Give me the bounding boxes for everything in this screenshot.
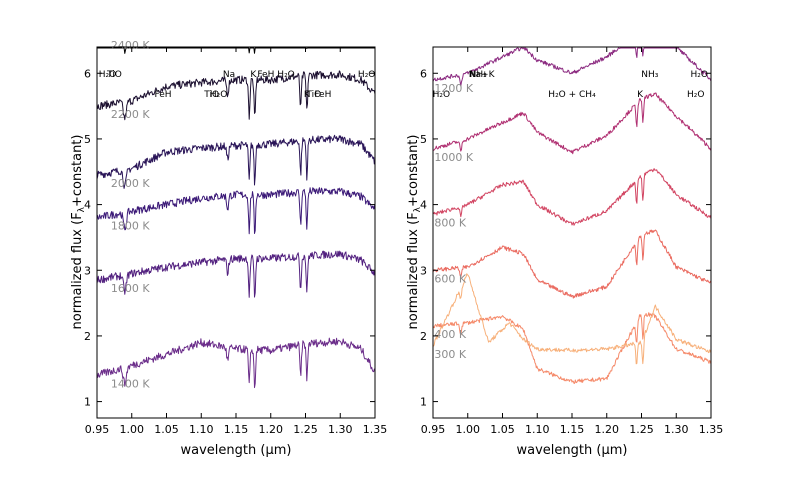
annotation-label: H₂O: [99, 70, 116, 80]
right-y-axis-title: normalized flux (Fλ+constant): [406, 135, 423, 330]
y-tick-label: 4: [84, 199, 91, 212]
x-tick-label: 0.95: [85, 423, 110, 436]
annotation-label: H₂O: [687, 90, 704, 100]
series-label: 400 K: [434, 328, 466, 341]
x-tick-label: 1.10: [525, 423, 550, 436]
x-tick-label: 1.15: [224, 423, 249, 436]
series-label: 2400 K: [111, 39, 150, 52]
x-tick-label: 1.05: [490, 423, 515, 436]
annotation-label: NH₃: [470, 70, 488, 80]
left-y-axis-title: normalized flux (Fλ+constant): [70, 135, 87, 330]
annotation-label: FeH: [155, 90, 172, 100]
series-label: 1800 K: [111, 220, 150, 233]
y-tick-label: 5: [420, 133, 427, 146]
x-tick-label: 1.35: [363, 423, 388, 436]
series-label: 1400 K: [111, 377, 150, 390]
spectrum-line-800-k: [432, 168, 712, 226]
annotation-label: TiO: [203, 90, 219, 100]
x-tick-label: 1.20: [595, 423, 620, 436]
right-panel: Na+K K H₂O H₂O NH₃ H₂O + CH₄ NH₃ H₂O 1200 K 1000…: [406, 46, 724, 458]
annotation-label: H₂O + CH₄: [548, 90, 596, 100]
series-label: 2000 K: [111, 177, 150, 190]
x-tick-label: 1.10: [189, 423, 214, 436]
series-label: 300 K: [434, 348, 466, 361]
y-tick-label: 2: [84, 330, 91, 343]
x-tick-label: 1.25: [293, 423, 318, 436]
y-tick-label: 1: [420, 396, 427, 409]
annotation-label: K: [250, 70, 257, 80]
y-tick-label: 6: [420, 67, 427, 80]
y-tick-label: 4: [420, 199, 427, 212]
annotation-label: FeH: [314, 90, 331, 100]
x-tick-label: 1.30: [328, 423, 353, 436]
spectrum-line-1200-k: [432, 47, 712, 87]
annotation-label: FeH: [257, 70, 274, 80]
series-label: 1200 K: [434, 82, 473, 95]
y-tick-label: 5: [84, 133, 91, 146]
right-plot-frame: [432, 46, 712, 419]
annotation-label: TiO: [106, 70, 122, 80]
x-tick-label: 1.00: [456, 423, 481, 436]
spectrum-line-300-k: [432, 273, 712, 365]
annotation-label: H₂O: [277, 70, 294, 80]
spectrum-line-1800-k: [96, 187, 376, 235]
spectrum-line-1400-k: [96, 337, 376, 389]
annotation-label: TiO: [305, 90, 321, 100]
x-tick-label: 1.25: [629, 423, 654, 436]
series-label: 800 K: [434, 216, 466, 229]
series-label: 1600 K: [111, 282, 150, 295]
series-label: 600 K: [434, 272, 466, 285]
y-tick-label: 3: [420, 264, 427, 277]
series-label: 1000 K: [434, 151, 473, 164]
y-tick-label: 1: [84, 396, 91, 409]
x-tick-label: 1.15: [560, 423, 585, 436]
annotation-label: NH₃: [641, 70, 659, 80]
x-tick-label: 1.00: [120, 423, 145, 436]
annotation-label: H₂O: [358, 70, 375, 80]
annotation-label: Na: [223, 70, 235, 80]
annotation-label: K: [637, 90, 644, 100]
spectrum-line-600-k: [432, 229, 712, 299]
y-tick-label: 6: [84, 67, 91, 80]
spectrum-line-400-k: [432, 312, 712, 384]
spectrum-line-2200-k: [96, 70, 376, 121]
annotation-label: K: [304, 90, 311, 100]
x-tick-label: 1.05: [154, 423, 179, 436]
left-x-axis-title: wavelength (μm): [181, 443, 292, 458]
x-tick-label: 1.20: [259, 423, 284, 436]
spectrum-line-2000-k: [96, 134, 376, 189]
annotation-label: H₂O: [433, 90, 450, 100]
y-tick-label: 3: [84, 264, 91, 277]
annotation-label: H₂O: [210, 90, 227, 100]
x-tick-label: 0.95: [421, 423, 446, 436]
right-x-axis-title: wavelength (μm): [517, 443, 628, 458]
series-label: 2200 K: [111, 108, 150, 121]
annotation-label: H₂O: [690, 70, 707, 80]
annotation-label: Na+K: [469, 70, 496, 80]
spectrum-line-1600-k: [96, 250, 376, 298]
spectrum-line-1000-k: [432, 92, 712, 155]
x-tick-label: 1.30: [664, 423, 689, 436]
x-tick-label: 1.35: [699, 423, 724, 436]
y-tick-label: 2: [420, 330, 427, 343]
